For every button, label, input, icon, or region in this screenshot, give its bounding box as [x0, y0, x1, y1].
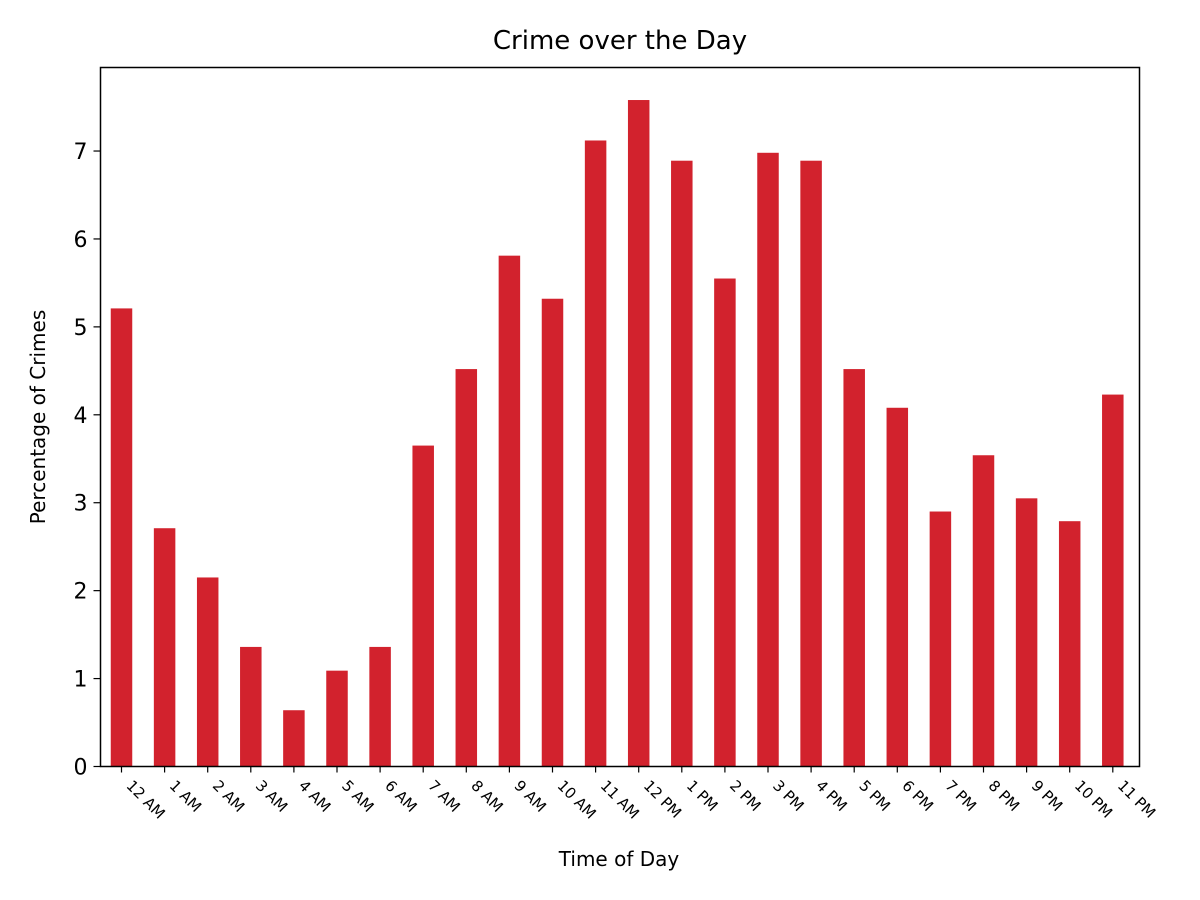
y-tick-label: 0 — [74, 756, 88, 781]
bar-4-pm — [800, 160, 822, 767]
x-tick-label: 6 AM — [381, 777, 420, 816]
y-axis-ticks: 0 1 2 3 4 5 6 7 — [74, 140, 101, 781]
bar-12-pm — [627, 100, 650, 767]
x-tick-label: 11 AM — [597, 777, 643, 823]
bar-3-am — [240, 646, 262, 767]
x-tick-label: 8 PM — [985, 777, 1023, 815]
x-tick-label: 2 AM — [209, 777, 248, 816]
x-tick-label: 7 PM — [942, 777, 980, 815]
x-tick-label: 5 PM — [855, 777, 893, 815]
bars-layer — [110, 100, 1124, 767]
y-tick-label: 7 — [74, 140, 88, 165]
bar-11-pm — [1102, 394, 1124, 767]
x-tick-label: 12 PM — [640, 777, 685, 822]
plot-frame — [99, 66, 1141, 768]
y-tick-label: 5 — [74, 316, 88, 341]
bar-7-pm — [929, 511, 952, 767]
bar-4-am — [283, 710, 305, 767]
bar-1-pm — [671, 160, 693, 767]
bar-5-pm — [843, 369, 865, 767]
y-tick-label: 3 — [74, 492, 88, 517]
bar-1-am — [153, 528, 176, 767]
bar-10-pm — [1058, 521, 1081, 767]
bar-9-pm — [1015, 498, 1038, 767]
x-tick-label: 1 AM — [166, 777, 205, 816]
x-tick-label: 3 AM — [252, 777, 291, 816]
chart-title: Crime over the Day — [493, 26, 747, 56]
x-tick-label: 8 AM — [467, 777, 506, 816]
bar-2-pm — [714, 278, 736, 767]
y-tick-label: 2 — [74, 580, 88, 605]
bar-6-am — [369, 646, 391, 767]
x-tick-label: 6 PM — [898, 777, 936, 815]
bar-10-am — [541, 298, 564, 767]
x-tick-label: 3 PM — [769, 777, 807, 815]
y-axis-label: Percentage of Crimes — [26, 310, 50, 524]
bar-9-am — [498, 255, 521, 767]
x-tick-label: 2 PM — [726, 777, 764, 815]
bar-8-pm — [972, 455, 995, 767]
bar-11-am — [584, 140, 607, 767]
bar-3-pm — [757, 152, 779, 767]
x-tick-label: 10 AM — [554, 777, 600, 823]
y-tick-label: 4 — [74, 404, 88, 429]
x-tick-label: 4 PM — [812, 777, 850, 815]
bar-7-am — [412, 445, 434, 767]
x-tick-label: 10 PM — [1071, 777, 1116, 822]
x-axis-label: Time of Day — [558, 847, 680, 871]
x-axis-ticks: 12 AM1 AM 2 AM 3 AM 4 AM 5 AM 6 AM 7 AM 8 AM 9 A… — [120, 766, 1159, 823]
x-tick-label: 1 PM — [683, 777, 721, 815]
x-tick-label: 5 AM — [338, 777, 377, 816]
x-tick-label: 11 PM — [1114, 777, 1159, 822]
bar-2-am — [196, 577, 219, 767]
y-tick-label: 1 — [74, 668, 88, 693]
x-tick-label: 9 AM — [511, 777, 550, 816]
x-tick-label: 9 PM — [1028, 777, 1066, 815]
bar-12-am — [110, 308, 133, 767]
bar-8-am — [455, 369, 478, 767]
x-tick-label: 7 AM — [424, 777, 463, 816]
x-tick-label: 4 AM — [295, 777, 334, 816]
x-tick-label: 12 AM — [123, 777, 169, 823]
y-tick-label: 6 — [74, 228, 88, 253]
bar-6-pm — [886, 407, 909, 767]
bar-5-am — [326, 670, 348, 767]
